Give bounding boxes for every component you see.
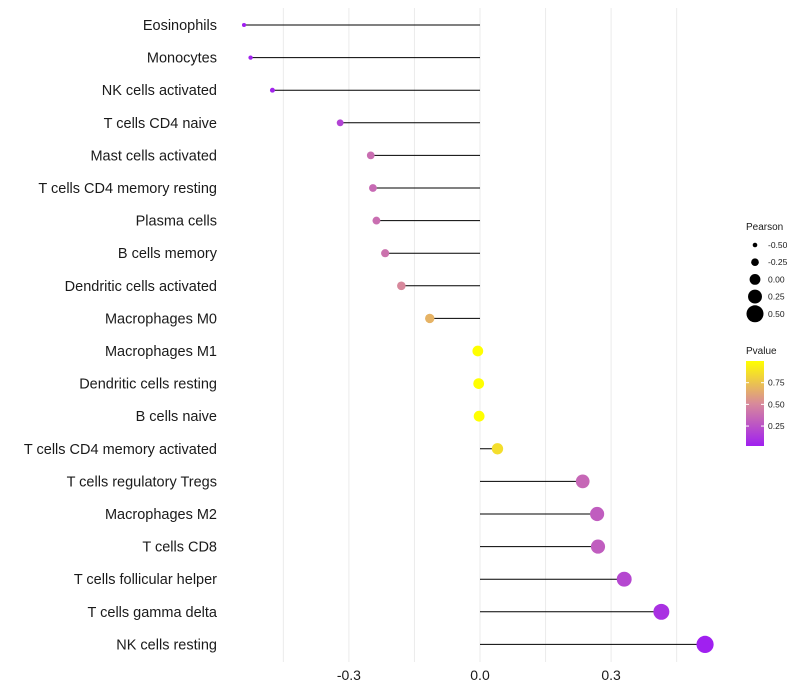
color-legend-label: 0.50 bbox=[768, 399, 785, 409]
category-label: Dendritic cells resting bbox=[79, 377, 217, 393]
x-tick-label: -0.3 bbox=[337, 667, 361, 683]
grid-lines bbox=[282, 8, 678, 662]
lollipop-dot bbox=[491, 443, 504, 455]
category-label: NK cells activated bbox=[102, 83, 217, 99]
size-legend-label: -0.25 bbox=[768, 257, 788, 267]
lollipop-dot bbox=[269, 87, 275, 93]
color-legend-ticks: 0.75 0.50 0.25 bbox=[746, 378, 785, 431]
lollipop-dot bbox=[653, 603, 670, 620]
color-legend-title: Pvalue bbox=[746, 346, 777, 357]
lollipop-dot bbox=[372, 216, 381, 225]
size-legend-dot bbox=[752, 242, 758, 248]
lollipop-dot bbox=[381, 249, 390, 258]
lollipop-dot bbox=[473, 378, 485, 389]
size-legend-label: 0.25 bbox=[768, 292, 785, 302]
size-legend-dot bbox=[749, 273, 761, 285]
size-legend-label: -0.50 bbox=[768, 240, 788, 250]
category-label: Macrophages M1 bbox=[105, 344, 217, 360]
lollipop-dot bbox=[696, 635, 714, 654]
lollipop-dots bbox=[241, 22, 714, 654]
lollipop-dot bbox=[425, 313, 435, 324]
color-legend-label: 0.75 bbox=[768, 378, 785, 388]
category-label: T cells CD4 memory resting bbox=[38, 181, 217, 197]
lollipop-dot bbox=[590, 506, 605, 522]
category-label: T cells CD4 naive bbox=[104, 116, 217, 132]
category-label: Monocytes bbox=[147, 51, 217, 67]
legend: Pearson -0.50 -0.25 0.00 0.25 0.50 Pvalue 0.… bbox=[746, 222, 788, 446]
category-labels: Eosinophils Monocytes NK cells activated T … bbox=[24, 18, 218, 653]
size-legend-dot bbox=[748, 289, 762, 304]
category-label: B cells naive bbox=[136, 409, 217, 425]
lollipop-dot bbox=[241, 22, 247, 28]
category-label: T cells follicular helper bbox=[74, 572, 217, 588]
lollipop-dot bbox=[397, 281, 406, 291]
lollipop-dot bbox=[590, 539, 606, 554]
x-tick-label: 0.0 bbox=[470, 667, 490, 683]
lollipop-dot bbox=[473, 410, 485, 422]
lollipop-dot bbox=[366, 151, 375, 160]
category-label: T cells CD8 bbox=[142, 540, 217, 556]
category-label: Plasma cells bbox=[136, 214, 217, 230]
lollipop-dot bbox=[616, 571, 632, 587]
lollipop-stems bbox=[244, 24, 706, 645]
lollipop-dot bbox=[369, 184, 377, 192]
size-legend-items: -0.50 -0.25 0.00 0.25 0.50 bbox=[746, 240, 788, 323]
x-tick-label: 0.3 bbox=[601, 667, 621, 683]
color-legend-label: 0.25 bbox=[768, 421, 785, 431]
pvalue-colorbar bbox=[746, 361, 764, 446]
category-label: Macrophages M2 bbox=[105, 507, 217, 523]
size-legend-label: 0.00 bbox=[768, 274, 785, 284]
category-label: Mast cells activated bbox=[90, 148, 217, 164]
category-label: Dendritic cells activated bbox=[65, 279, 217, 295]
size-legend-dot bbox=[746, 305, 764, 323]
category-label: Eosinophils bbox=[143, 18, 217, 34]
lollipop-dot bbox=[248, 55, 253, 60]
category-label: T cells CD4 memory activated bbox=[24, 442, 217, 458]
size-legend-label: 0.50 bbox=[768, 309, 785, 319]
category-label: Macrophages M0 bbox=[105, 311, 217, 327]
lollipop-dot bbox=[472, 345, 484, 357]
category-label: B cells memory bbox=[118, 246, 218, 262]
size-legend-title: Pearson bbox=[746, 222, 783, 233]
category-label: T cells gamma delta bbox=[88, 605, 218, 621]
lollipop-dot bbox=[575, 474, 590, 489]
size-legend-dot bbox=[751, 258, 759, 267]
lollipop-dot bbox=[336, 119, 344, 127]
category-label: NK cells resting bbox=[116, 637, 217, 653]
x-axis-ticks: -0.3 0.0 0.3 bbox=[337, 667, 621, 683]
category-label: T cells regulatory Tregs bbox=[67, 474, 217, 490]
